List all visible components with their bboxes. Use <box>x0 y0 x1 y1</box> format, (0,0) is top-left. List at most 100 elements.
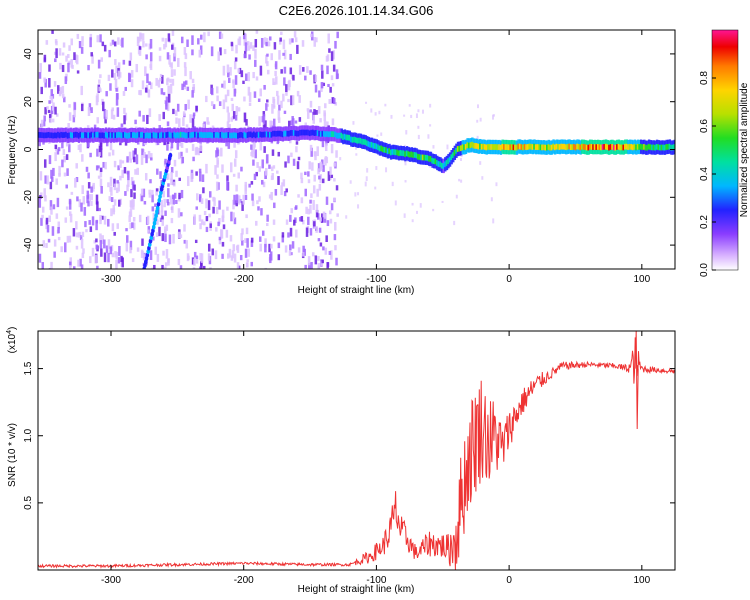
spectrogram-ridge-cell <box>385 147 388 154</box>
spectrogram-noise-cell <box>119 159 122 168</box>
spectrogram-noise-cell <box>91 184 95 192</box>
spectrogram-noise-cell <box>118 199 121 207</box>
spectrogram-ridge-cell <box>295 130 299 137</box>
spectrogram-ridge-cell <box>558 144 562 150</box>
spectrogram-noise-cell <box>257 206 260 211</box>
snr-y-multiplier-exp: 4 <box>6 330 13 334</box>
spectrogram-noise-cell <box>146 215 150 225</box>
spectrogram-noise-cell <box>76 70 80 74</box>
spectrogram-noise-cell <box>87 64 90 71</box>
spectrogram-ridge-cell <box>52 132 55 139</box>
spectrogram-noise-cell <box>458 178 461 182</box>
spectrogram-noise-cell <box>403 144 406 148</box>
spectrogram-ridge-cell <box>157 132 160 139</box>
spectrogram-noise-cell <box>216 95 219 102</box>
spectrogram-noise-cell <box>287 232 290 238</box>
spectrogram-ridge-cell <box>531 144 535 150</box>
spectrogram-noise-cell <box>326 262 329 269</box>
spectrogram-noise-cell <box>218 239 222 245</box>
spectrogram-noise-cell <box>180 151 183 158</box>
spectrogram-noise-cell <box>150 157 153 161</box>
spectrogram-ridge-cell <box>417 153 420 160</box>
spectrogram-ridge-cell <box>659 144 662 151</box>
spectrogram-noise-cell <box>57 221 61 230</box>
spectrogram-noise-cell <box>312 252 315 257</box>
y-tick-label: 40 <box>23 48 34 60</box>
spectrogram-noise-cell <box>295 141 299 145</box>
spectrogram-ridge-cell <box>611 143 614 150</box>
spectrogram-noise-cell <box>95 238 98 243</box>
spectrogram-noise-cell <box>333 178 336 182</box>
spectrogram-noise-cell <box>156 168 159 175</box>
spectrogram-noise-cell <box>284 245 288 253</box>
spectrogram-noise-cell <box>170 171 173 181</box>
spectrogram-noise-cell <box>159 73 163 77</box>
spectrogram-noise-cell <box>429 124 432 127</box>
spectrogram-track-cell <box>155 209 159 215</box>
spectrogram-noise-cell <box>97 175 101 179</box>
spectrogram-noise-cell <box>172 194 175 205</box>
spectrogram-noise-cell <box>66 235 70 243</box>
spectrogram-noise-cell <box>167 183 170 187</box>
spectrogram-ridge-cell <box>260 131 264 138</box>
spectrogram-ridge-cell <box>292 129 296 136</box>
spectrogram-noise-cell <box>313 37 316 47</box>
spectrogram-noise-cell <box>304 264 307 269</box>
spectrogram-noise-cell <box>61 159 64 168</box>
spectrogram-ridge-cell <box>522 144 525 151</box>
spectrogram-noise-cell <box>40 217 43 226</box>
spectrogram-noise-cell <box>328 98 331 104</box>
spectrogram-noise-cell <box>173 53 176 62</box>
spectrogram-ridge-cell <box>458 145 461 152</box>
spectrogram-ridge-cell <box>303 129 307 136</box>
spectrogram-ridge-cell <box>581 143 584 150</box>
spectrogram-noise-cell <box>334 102 338 106</box>
spectrogram-noise-cell <box>103 239 106 249</box>
spectrogram-ridge-cell <box>447 158 450 165</box>
spectrogram-noise-cell <box>112 114 116 120</box>
spectrogram-noise-cell <box>308 263 311 269</box>
spectrogram-noise-cell <box>170 167 174 174</box>
spectrogram-noise-cell <box>291 38 294 43</box>
spectrogram-noise-cell <box>248 92 252 103</box>
spectrogram-noise-cell <box>240 70 244 78</box>
spectrogram-noise-cell <box>332 64 336 72</box>
spectrogram-noise-cell <box>178 152 181 160</box>
spectrogram-ridge-cell <box>673 144 675 150</box>
spectrogram-noise-cell <box>208 213 211 218</box>
spectrogram-noise-cell <box>279 37 282 42</box>
spectrogram-ridge-cell <box>323 130 326 137</box>
spectrogram-noise-cell <box>266 69 270 75</box>
y-tick-label: 20 <box>23 96 34 108</box>
spectrogram-noise-cell <box>306 66 309 73</box>
spectrogram-ridge-cell <box>655 143 659 150</box>
spectrogram-ridge-cell <box>354 137 358 143</box>
spectrogram-noise-cell <box>58 48 62 56</box>
spectrogram-ridge-cell <box>245 132 248 139</box>
spectrogram-noise-cell <box>191 257 195 265</box>
spectrogram-noise-cell <box>318 227 322 233</box>
spectrogram-noise-cell <box>257 98 261 102</box>
spectrogram-noise-cell <box>248 102 252 106</box>
spectrogram-noise-cell <box>132 199 135 207</box>
spectrogram-ridge-cell <box>125 132 128 139</box>
spectrogram-noise-cell <box>89 37 92 48</box>
spectrogram-track-cell <box>156 201 161 207</box>
spectrogram-noise-cell <box>155 188 158 196</box>
spectrogram-ridge-cell <box>485 144 488 151</box>
spectrogram-noise-cell <box>460 157 463 161</box>
spectrogram-noise-cell <box>218 236 222 241</box>
spectrogram-noise-cell <box>68 144 71 153</box>
spectrogram-noise-cell <box>133 156 136 163</box>
spectrogram-noise-cell <box>250 181 254 185</box>
spectrogram-noise-cell <box>375 166 378 170</box>
spectrogram-noise-cell <box>242 32 246 40</box>
spectrogram-ridge-cell <box>240 131 243 138</box>
spectrogram-noise-cell <box>336 213 339 217</box>
spectrogram-noise-cell <box>333 234 337 241</box>
spectrogram-noise-cell <box>103 44 107 52</box>
spectrogram-noise-cell <box>44 195 47 202</box>
spectrogram-ridge-cell <box>47 131 50 138</box>
spectrogram-ridge-cell <box>380 145 383 152</box>
spectrogram-noise-cell <box>192 84 196 93</box>
